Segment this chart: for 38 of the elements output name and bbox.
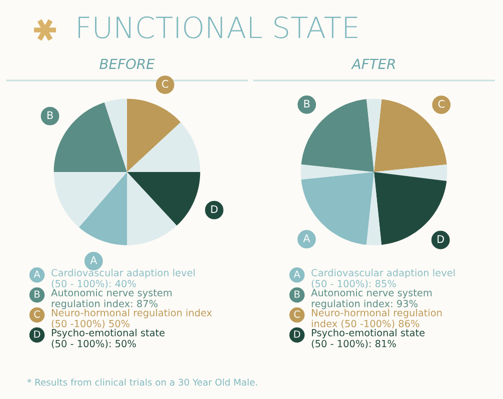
text: FUNCTIONAL STATE	[78, 16, 358, 38]
text: Neuro-hormonal regulation index (50 -100%) 86%	[312, 308, 442, 328]
slice-label: B	[304, 100, 310, 108]
category-label: B	[294, 290, 300, 298]
category-label: A	[34, 270, 40, 278]
text: Psycho-emotional state (50 - 100%): 81%	[312, 328, 425, 348]
text: Psycho-emotional state (50 - 100%): 50%	[52, 328, 165, 348]
pie-slice	[127, 98, 181, 172]
pie-slice	[301, 172, 374, 245]
category-label: D	[294, 330, 300, 338]
chart-title: AFTER	[351, 58, 395, 69]
pie-slice	[366, 98, 382, 172]
pie-slice	[374, 164, 448, 182]
pie-slice	[127, 172, 200, 226]
pie-slice	[301, 99, 374, 172]
slice-label: C	[162, 80, 168, 88]
category-label: C	[34, 310, 40, 318]
slice-label: A	[294, 270, 300, 278]
text: Autonomic nerve system regulation index: 93%	[311, 288, 432, 310]
slice-label: D	[211, 205, 218, 213]
pie-slice	[54, 102, 127, 172]
slice-label: D	[438, 235, 444, 243]
text: Cardiovascular adaption level (50 - 100%): 40%	[52, 268, 195, 288]
slice-label: B	[47, 111, 53, 119]
slice-label: C	[438, 100, 444, 108]
slice-label: A	[303, 234, 310, 242]
text: * Results from clinical trials on a 30 Year Old Male.	[27, 378, 258, 386]
pie-slice	[78, 172, 127, 246]
category-label: C	[294, 310, 300, 318]
category-label: D	[34, 330, 40, 338]
category-label: B	[34, 290, 40, 298]
text: Neuro-hormonal regulation index (50 -100%) 50%	[52, 308, 212, 328]
chart-title: BEFORE	[100, 58, 155, 70]
pie-slice	[374, 99, 447, 172]
text: Cardiovascular adaption level (50 - 100%): 85%	[312, 268, 455, 288]
pie-slice	[374, 172, 447, 245]
text: Autonomic nerve system regulation index: 87%	[51, 288, 172, 310]
slice-label: A	[90, 256, 98, 264]
